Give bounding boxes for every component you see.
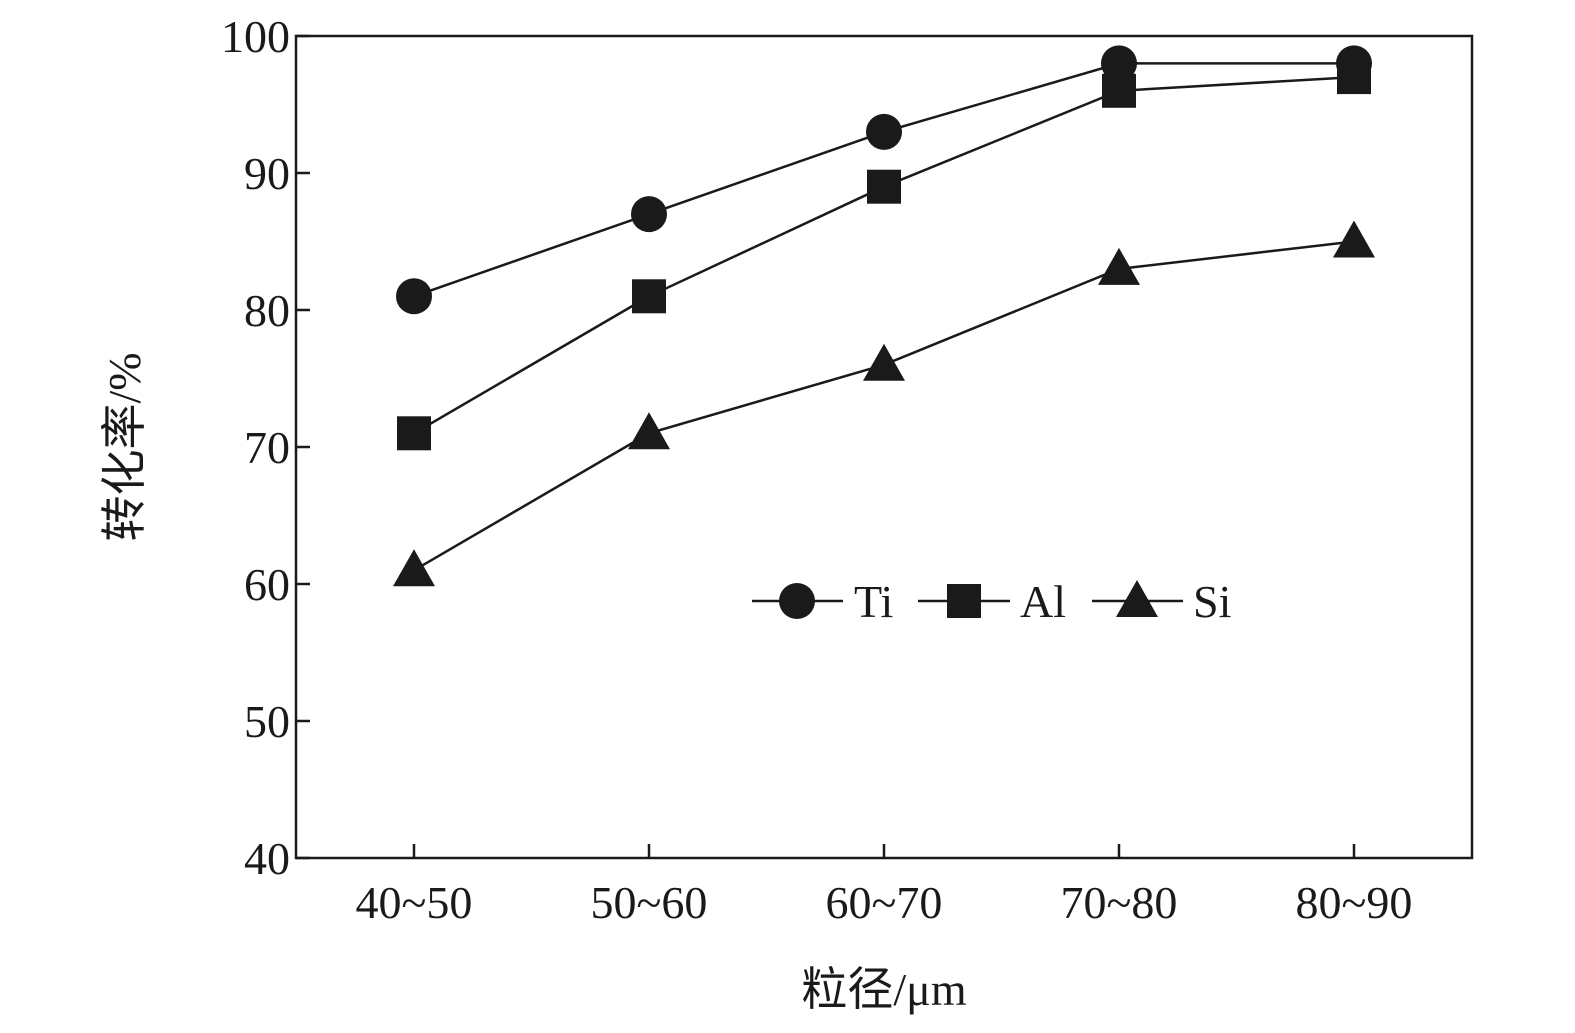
- data-point-al: [632, 279, 666, 314]
- data-point-si: [393, 549, 435, 587]
- x-axis-ticks: 40~50 50~60 60~70 70~80 80~90: [356, 844, 1413, 928]
- legend-label-si: Si: [1193, 576, 1231, 627]
- legend-marker-si: [1116, 580, 1158, 617]
- legend-item-si: Si: [1092, 576, 1231, 627]
- series-line-si: [413, 240, 1355, 572]
- y-tick-label: 60: [244, 559, 290, 610]
- x-tick-label: 40~50: [356, 877, 473, 928]
- y-tick-label: 50: [244, 696, 290, 747]
- data-point-al: [1337, 60, 1371, 95]
- data-point-si: [863, 343, 905, 381]
- y-axis-ticks: 40 50 60 70 80 90 100: [221, 11, 310, 884]
- x-tick-label: 80~90: [1296, 877, 1413, 928]
- y-tick-label: 100: [221, 11, 290, 62]
- data-point-al: [397, 416, 431, 451]
- legend: Ti Al Si: [752, 576, 1231, 627]
- x-tick-label: 70~80: [1061, 877, 1178, 928]
- series-layer: [393, 45, 1375, 587]
- data-point-si: [1333, 220, 1375, 258]
- data-point-ti: [396, 278, 432, 315]
- legend-label-al: Al: [1020, 576, 1066, 627]
- series-al: [397, 60, 1371, 451]
- y-tick-label: 90: [244, 148, 290, 199]
- data-point-ti: [1101, 45, 1137, 82]
- plot-frame: [294, 34, 1474, 860]
- data-point-al: [1102, 73, 1136, 108]
- y-axis-title: 转化率/%: [99, 352, 150, 541]
- legend-item-ti: Ti: [752, 576, 893, 627]
- x-tick-label: 60~70: [826, 877, 943, 928]
- legend-marker-al: [947, 584, 981, 618]
- legend-item-al: Al: [918, 576, 1066, 627]
- series-si: [393, 220, 1375, 587]
- y-tick-label: 80: [244, 285, 290, 336]
- data-point-si: [1098, 247, 1140, 285]
- legend-label-ti: Ti: [854, 576, 893, 627]
- x-tick-label: 50~60: [591, 877, 708, 928]
- y-tick-label: 70: [244, 422, 290, 473]
- data-point-si: [628, 412, 670, 450]
- legend-marker-ti: [779, 583, 815, 619]
- data-point-ti: [631, 196, 667, 233]
- data-point-ti: [866, 113, 902, 150]
- x-axis-title: 粒径/μm: [801, 964, 966, 1015]
- y-tick-label: 40: [244, 833, 290, 884]
- data-point-al: [867, 169, 901, 204]
